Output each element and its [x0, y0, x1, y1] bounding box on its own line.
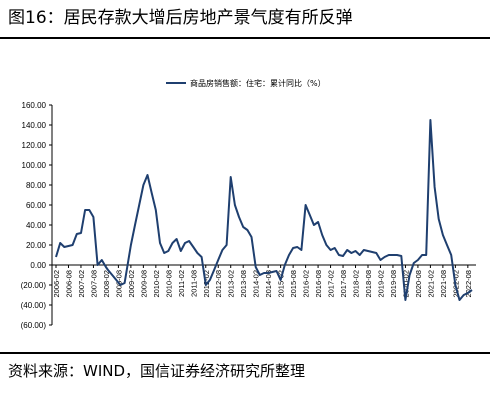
- source-note: 资料来源：WIND，国信证券经济研究所整理: [8, 362, 306, 380]
- y-tick-label: (40.00): [21, 301, 47, 310]
- y-tick-label: 60.00: [26, 201, 47, 210]
- x-tick-label: 2020-08: [414, 270, 423, 298]
- line-chart: 商品房销售额：住宅：累计同比（%） 160.00 140.00 120.00 100.…: [21, 78, 476, 330]
- x-tick-label: 2016-02: [302, 270, 311, 298]
- x-tick-label: 2022-08: [464, 270, 473, 298]
- x-tick-label: 2009-02: [127, 270, 136, 298]
- y-axis: 160.00 140.00 120.00 100.00 80.00 60.00 40.00 2…: [21, 101, 53, 330]
- x-tick-label: 2017-02: [327, 270, 336, 298]
- x-tick-label: 2010-08: [164, 270, 173, 298]
- figure-title: 图16：居民存款大增后房地产景气度有所反弹: [8, 8, 353, 28]
- x-tick-label: 2007-02: [77, 270, 86, 298]
- x-tick-label: 2019-02: [376, 270, 385, 298]
- x-tick-label: 2009-08: [139, 270, 148, 298]
- x-tick-label: 2011-08: [189, 270, 198, 297]
- x-tick-label: 2008-02: [102, 270, 111, 298]
- y-tick-label: (60.00): [21, 321, 47, 330]
- x-tick-label: 2006-02: [52, 270, 61, 298]
- x-tick-label: 2021-08: [439, 270, 448, 298]
- x-tick-label: 2018-02: [352, 270, 361, 298]
- x-tick-label: 2018-08: [364, 270, 373, 298]
- x-tick-label: 2006-08: [64, 270, 73, 298]
- x-tick-label: 2013-08: [239, 270, 248, 298]
- y-tick-label: 0.00: [30, 261, 46, 270]
- x-tick-label: 2015-08: [289, 270, 298, 298]
- x-tick-label: 2011-02: [177, 270, 186, 297]
- top-rule: [0, 37, 490, 39]
- x-tick-label: 2021-02: [426, 270, 435, 298]
- x-tick-label: 2010-02: [152, 270, 161, 298]
- x-tick-label: 2020-02: [401, 270, 410, 298]
- y-tick-label: 120.00: [22, 141, 47, 150]
- y-tick-label: 40.00: [26, 221, 47, 230]
- x-tick-label: 2016-08: [314, 270, 323, 298]
- bottom-rule: [0, 352, 490, 354]
- x-tick-label: 2014-02: [252, 270, 261, 298]
- x-tick-label: 2019-08: [389, 270, 398, 298]
- y-tick-label: 80.00: [26, 181, 47, 190]
- y-tick-label: 160.00: [22, 101, 47, 110]
- y-tick-label: 20.00: [26, 241, 47, 250]
- x-tick-label: 2012-08: [214, 270, 223, 298]
- x-tick-label: 2017-08: [339, 270, 348, 298]
- y-tick-label: (20.00): [21, 281, 47, 290]
- chart-legend: 商品房销售额：住宅：累计同比（%）: [166, 78, 326, 88]
- x-tick-label: 2013-02: [227, 270, 236, 298]
- y-tick-label: 140.00: [22, 121, 47, 130]
- x-tick-label: 2015-02: [277, 270, 286, 298]
- title-bar: 图16：居民存款大增后房地产景气度有所反弹: [0, 0, 490, 40]
- series-line: [55, 119, 473, 301]
- x-tick-label: 2014-08: [264, 270, 273, 298]
- y-tick-label: 100.00: [22, 161, 47, 170]
- legend-label: 商品房销售额：住宅：累计同比（%）: [190, 78, 326, 88]
- x-tick-label: 2007-08: [89, 270, 98, 298]
